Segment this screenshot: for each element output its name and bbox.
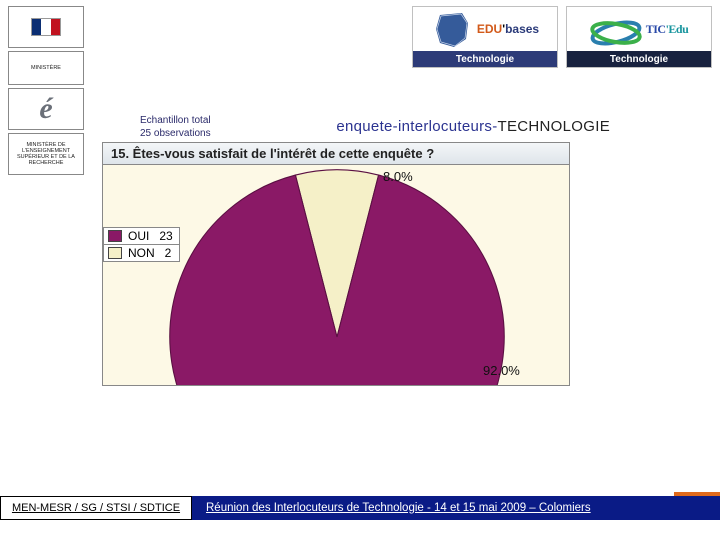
header-banners: EDU'bases Technologie TIC'Edu Technologi…: [412, 6, 712, 68]
ministry-logo-1-text: MINISTÈRE: [31, 65, 61, 71]
pie-chart-panel: 15. Êtes-vous satisfait de l'intérêt de …: [102, 142, 570, 386]
academie-e-icon: é: [39, 92, 52, 126]
pie-chart: [161, 165, 513, 385]
france-map-icon: [431, 9, 473, 49]
legend-label-oui: OUI: [128, 229, 149, 243]
ticedu-banner: TIC'Edu Technologie: [566, 6, 712, 68]
legend-row-oui: OUI 23: [104, 228, 179, 244]
legend-swatch-oui: [108, 230, 122, 242]
footer-accent: [674, 492, 720, 496]
footer: MEN-MESR / SG / STSI / SDTICE Réunion de…: [0, 496, 720, 520]
chart-legend: OUI 23 NON 2: [103, 227, 180, 262]
ticedu-title: TIC'Edu: [646, 22, 689, 37]
footer-left: MEN-MESR / SG / STSI / SDTICE: [0, 496, 192, 520]
chart-question: 15. Êtes-vous satisfait de l'intérêt de …: [103, 143, 569, 165]
footer-right: Réunion des Interlocuteurs de Technologi…: [192, 496, 720, 520]
ministry-logo-2: MINISTÈRE DE L'ENSEIGNEMENT SUPÉRIEUR ET…: [8, 133, 84, 175]
ministry-logo-2-text: MINISTÈRE DE L'ENSEIGNEMENT SUPÉRIEUR ET…: [11, 142, 81, 166]
chart-body: 8.0% 92.0% OUI 23 NON 2: [103, 165, 569, 385]
sidebar-logos: MINISTÈRE é MINISTÈRE DE L'ENSEIGNEMENT …: [8, 6, 84, 175]
ticedu-swoosh-icon: [590, 9, 642, 49]
pct-label-oui: 92.0%: [483, 363, 520, 378]
sample-meta-line1: Echantillon total: [140, 114, 211, 127]
legend-label-non: NON: [128, 246, 155, 260]
legend-row-non: NON 2: [104, 244, 179, 261]
france-flag-icon: [31, 18, 61, 36]
ticedu-bar: Technologie: [567, 51, 711, 67]
sample-meta-line2: 25 observations: [140, 127, 211, 140]
academie-logo: é: [8, 88, 84, 130]
legend-value-oui: 23: [159, 229, 172, 243]
sample-meta: Echantillon total 25 observations: [140, 114, 211, 140]
footer-right-text: Réunion des Interlocuteurs de Technologi…: [206, 502, 591, 514]
legend-value-non: 2: [165, 246, 172, 260]
survey-title: enquete-interlocuteurs-TECHNOLOGIE: [336, 118, 610, 135]
legend-swatch-non: [108, 247, 122, 259]
edu-bases-banner: EDU'bases Technologie: [412, 6, 558, 68]
pct-label-non: 8.0%: [383, 169, 413, 184]
edu-bases-title: EDU'bases: [477, 22, 539, 36]
gov-logo: [8, 6, 84, 48]
edu-bases-bar: Technologie: [413, 51, 557, 67]
ministry-logo-1: MINISTÈRE: [8, 51, 84, 85]
